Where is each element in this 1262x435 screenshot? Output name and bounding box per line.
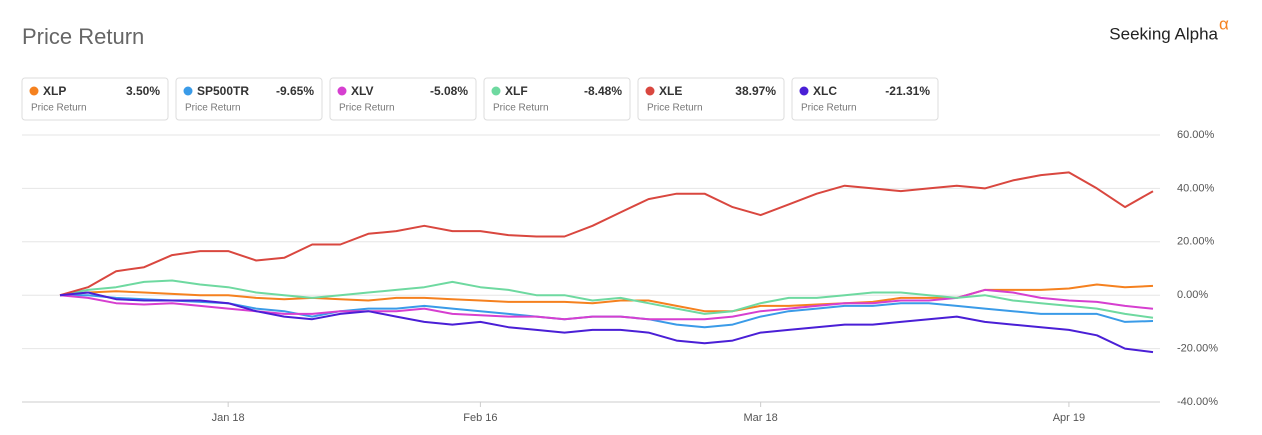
legend-box: [483, 77, 631, 121]
legend-subtitle: Price Return: [31, 103, 87, 114]
brand: Seeking Alpha: [1109, 24, 1218, 43]
brand-mark: α: [1219, 14, 1229, 33]
legend-dot: [29, 86, 39, 96]
y-tick-label: 40.00%: [1177, 182, 1215, 194]
legend-return: -21.31%: [885, 84, 930, 98]
x-tick-label: Jan 18: [212, 412, 245, 424]
legend-dot: [645, 86, 655, 96]
y-tick-label: -40.00%: [1177, 396, 1218, 408]
series-line: [59, 291, 1154, 354]
legend-dot: [491, 86, 501, 96]
legend-name: XLV: [351, 84, 373, 98]
legend-name: XLE: [659, 84, 682, 98]
legend-name: SP500TR: [197, 84, 249, 98]
legend-name: XLC: [813, 84, 837, 98]
x-tick-label: Feb 16: [463, 412, 497, 424]
legend-name: XLF: [505, 84, 528, 98]
series-line: [59, 288, 1154, 321]
legend-subtitle: Price Return: [801, 103, 857, 114]
legend-dot: [337, 86, 347, 96]
legend-return: 38.97%: [735, 84, 776, 98]
y-tick-label: 60.00%: [1177, 129, 1215, 141]
legend-return: -8.48%: [584, 84, 622, 98]
x-tick-label: Mar 18: [744, 412, 778, 424]
legend-return: -5.08%: [430, 84, 468, 98]
legend-return: 3.50%: [126, 84, 160, 98]
legend-subtitle: Price Return: [493, 103, 549, 114]
y-tick-label: -20.00%: [1177, 343, 1218, 355]
legend-subtitle: Price Return: [647, 103, 703, 114]
series-line: [59, 171, 1154, 297]
x-tick-label: Apr 19: [1053, 412, 1085, 424]
legend-return: -9.65%: [276, 84, 314, 98]
legend-box: [637, 77, 785, 121]
legend-subtitle: Price Return: [185, 103, 241, 114]
y-tick-label: 20.00%: [1177, 236, 1215, 248]
legend-box: [175, 77, 323, 121]
legend-subtitle: Price Return: [339, 103, 395, 114]
series-line: [59, 279, 1154, 319]
legend-dot: [183, 86, 193, 96]
legend-box: [791, 77, 939, 121]
legend-box: [329, 77, 477, 121]
legend-dot: [799, 86, 809, 96]
chart-title: Price Return: [22, 24, 144, 49]
legend-name: XLP: [43, 84, 66, 98]
y-tick-label: 0.00%: [1177, 289, 1208, 301]
legend-box: [21, 77, 169, 121]
